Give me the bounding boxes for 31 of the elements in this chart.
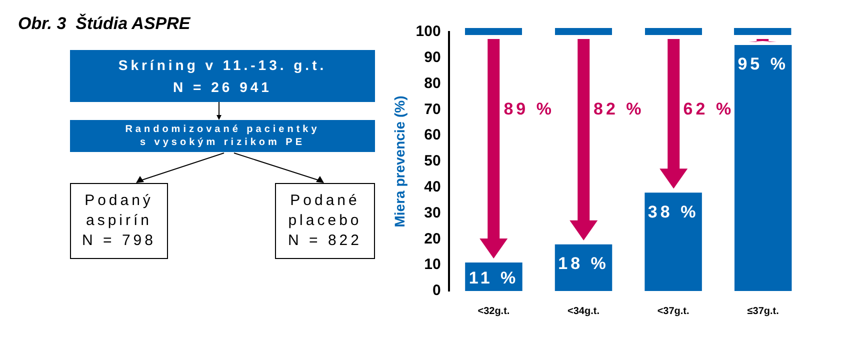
y-tick-label: 50 [424,152,441,170]
data-label: 11 % [468,268,519,288]
x-tick-label: <34g.t. [568,306,600,317]
y-axis-title: Miera prevencie (%) [391,96,408,228]
text: Obr. 3 Štúdia ASPRE [18,14,190,34]
y-tick-label: 100 [416,23,441,40]
text: Podané placebo N = 822 [275,183,375,259]
x-tick-label: <32g.t. [478,306,510,317]
y-tick-label: 20 [424,230,441,248]
y-tick-label: 40 [424,178,441,196]
y-tick-label: 0 [432,282,441,300]
y-tick-label: 10 [424,256,441,274]
text: Podaný aspirín N = 798 [70,183,168,259]
bar [644,192,702,291]
x-tick-label: ≤37g.t. [747,306,780,317]
y-tick-label: 90 [424,49,441,66]
bar [734,44,792,291]
y-tick-label: 70 [424,100,441,118]
text: Randomizované pacientky s vysokým rizikom PE [70,120,375,152]
x-tick-label: <37g.t. [657,306,690,317]
annotation: 89 % [504,99,554,118]
annotation: 62 % [683,99,734,118]
data-label: 95 % [738,54,788,74]
y-tick-label: 80 [424,74,441,92]
annotation: 82 % [594,99,644,118]
y-tick-label: 60 [424,126,441,144]
bar [554,244,612,291]
data-label: 18 % [558,254,609,274]
data-label: 38 % [648,202,699,222]
text: Skríning v 11.-13. g.t. N = 26 941 [70,50,375,102]
y-tick-label: 30 [424,204,441,222]
